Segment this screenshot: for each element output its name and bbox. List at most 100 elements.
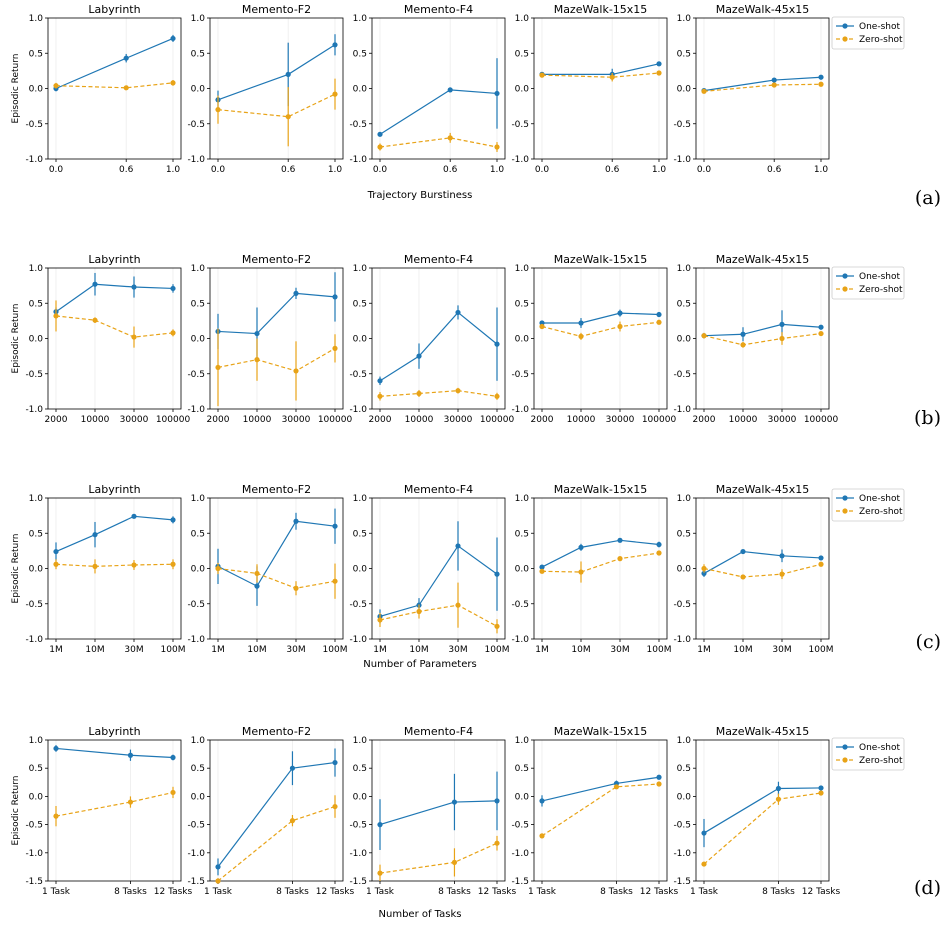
- y-tick-label: -0.5: [187, 120, 205, 130]
- y-tick-label: 0.5: [677, 299, 691, 309]
- data-point-one_shot: [775, 785, 782, 792]
- data-point-zero_shot: [215, 107, 221, 113]
- x-tick-label: 10M: [409, 645, 428, 655]
- x-tick-label: 12 Tasks: [316, 887, 355, 897]
- x-tick-label: 1 Task: [690, 887, 719, 897]
- x-tick-label: 100M: [485, 645, 510, 655]
- data-point-zero_shot: [617, 323, 623, 330]
- x-tick-label: 1M: [373, 645, 387, 655]
- x-tick-label: 100M: [323, 645, 348, 655]
- data-point-one_shot: [656, 774, 662, 780]
- y-tick-label: -1.0: [673, 405, 691, 415]
- y-tick-label: -1.5: [25, 877, 43, 887]
- series-line-zero_shot: [379, 390, 498, 397]
- axes-frame: [371, 497, 506, 640]
- x-tick-label: 0.0: [535, 165, 550, 175]
- subplot-c-4: MazeWalk-15x15 -1.0 -0.5 0.0 0.5 1.0 1M 10M 30M 1…: [511, 483, 671, 655]
- y-tick-label: -1.0: [187, 849, 205, 859]
- y-tick-label: -0.5: [511, 370, 529, 380]
- data-point-one_shot: [818, 74, 824, 80]
- y-tick-label: -0.5: [349, 120, 367, 130]
- y-tick-label: -0.5: [25, 821, 43, 831]
- x-tick-label: 100M: [161, 645, 186, 655]
- x-tick-label: 10000: [405, 415, 434, 425]
- subplot-title: Memento-F4: [404, 3, 473, 16]
- y-tick-label: 0.0: [353, 335, 368, 345]
- subplot-title: MazeWalk-15x15: [554, 725, 648, 738]
- data-point-one_shot: [451, 799, 458, 805]
- y-tick-label: -1.5: [511, 877, 529, 887]
- data-point-zero_shot: [170, 330, 176, 336]
- y-tick-label: -1.0: [511, 849, 529, 859]
- x-tick-label: 1M: [49, 645, 63, 655]
- x-tick-label: 8 Tasks: [600, 887, 633, 897]
- data-point-zero_shot: [215, 364, 221, 371]
- series-line-zero_shot: [379, 137, 498, 148]
- x-tick-label: 0.6: [605, 165, 620, 175]
- x-tick-label: 0.0: [211, 165, 226, 175]
- subplot-c-5: MazeWalk-45x15 -1.0 -0.5 0.0 0.5 1.0 1M 10M 30M 1…: [673, 483, 833, 655]
- data-point-one_shot: [285, 71, 291, 77]
- y-tick-label: -0.5: [349, 600, 367, 610]
- y-tick-label: -0.5: [25, 370, 43, 380]
- legend-box: [831, 488, 905, 522]
- x-tick-label: 30000: [282, 415, 311, 425]
- data-point-one_shot: [740, 331, 746, 337]
- data-point-one_shot: [131, 284, 137, 290]
- x-tick-label: 0.6: [443, 165, 458, 175]
- y-tick-label: 0.0: [515, 565, 530, 575]
- series-line-one_shot: [55, 37, 174, 90]
- subplot-a-4: MazeWalk-15x15 -1.0 -0.5 0.0 0.5 1.0 0.0 0.6 1.0: [511, 3, 668, 175]
- x-tick-label: 8 Tasks: [762, 887, 795, 897]
- subplot-a-1: Labyrinth -1.0 -0.5 0.0 0.5 1.0 0.0 0.6 1.0: [25, 3, 182, 175]
- chart-row-a: Labyrinth-1.0-0.50.00.51.00.0 0.6 1.0 Memen…: [11, 3, 941, 209]
- series-line-one_shot: [703, 323, 822, 337]
- subplot-c-1: Labyrinth -1.0 -0.5 0.0 0.5 1.0 1M 10M 30M 100M: [25, 483, 185, 655]
- y-tick-label: 0.5: [353, 529, 367, 539]
- panel-label: (c): [916, 631, 941, 653]
- subplot-title: MazeWalk-45x15: [716, 253, 810, 266]
- series-line-one_shot: [703, 550, 822, 574]
- x-tick-label: 12 Tasks: [640, 887, 679, 897]
- y-tick-label: -1.0: [187, 635, 205, 645]
- x-tick-label: 100000: [804, 415, 839, 425]
- y-tick-label: 1.0: [29, 736, 44, 746]
- y-tick-label: -1.0: [187, 155, 205, 165]
- data-point-one_shot: [127, 752, 134, 758]
- data-point-zero_shot: [494, 840, 500, 846]
- data-point-one_shot: [215, 864, 221, 870]
- subplot-a-3: Memento-F4 -1.0 -0.5 0.0 0.5 1.0 0.0 0.6 1.0: [349, 3, 506, 175]
- series-line-zero_shot: [55, 791, 174, 817]
- x-tick-label: 30M: [772, 645, 791, 655]
- x-tick-label: 1.0: [328, 165, 343, 175]
- y-tick-label: 0.0: [677, 85, 692, 95]
- x-tick-label: 30000: [120, 415, 149, 425]
- data-point-zero_shot: [771, 82, 777, 88]
- y-axis-label: Episodic Return: [11, 54, 21, 124]
- x-tick-label: 1 Task: [42, 887, 71, 897]
- data-point-one_shot: [617, 537, 623, 543]
- x-tick-label: 30M: [286, 645, 305, 655]
- x-tick-label: 2000: [45, 415, 68, 425]
- data-point-one_shot: [455, 543, 461, 549]
- y-tick-label: 1.0: [353, 14, 368, 24]
- y-tick-label: -0.5: [673, 821, 691, 831]
- data-point-zero_shot: [617, 556, 623, 562]
- series-line-one_shot: [217, 520, 336, 587]
- series-line-one_shot: [703, 76, 822, 92]
- y-tick-label: 0.5: [677, 529, 691, 539]
- y-tick-label: -1.0: [349, 849, 367, 859]
- data-point-zero_shot: [416, 608, 422, 615]
- subplot-c-2: Memento-F2 -1.0 -0.5 0.0 0.5 1.0 1M 10M 30M 100M: [187, 483, 347, 655]
- data-point-zero_shot: [416, 390, 422, 397]
- legend-marker-one_shot: [842, 495, 848, 501]
- y-tick-label: 0.5: [29, 299, 43, 309]
- data-point-zero_shot: [123, 85, 129, 91]
- data-point-one_shot: [92, 281, 98, 287]
- x-tick-label: 1M: [535, 645, 549, 655]
- y-tick-label: 0.5: [29, 49, 43, 59]
- axes-frame: [533, 17, 668, 160]
- data-point-zero_shot: [539, 72, 545, 78]
- data-point-one_shot: [539, 798, 545, 804]
